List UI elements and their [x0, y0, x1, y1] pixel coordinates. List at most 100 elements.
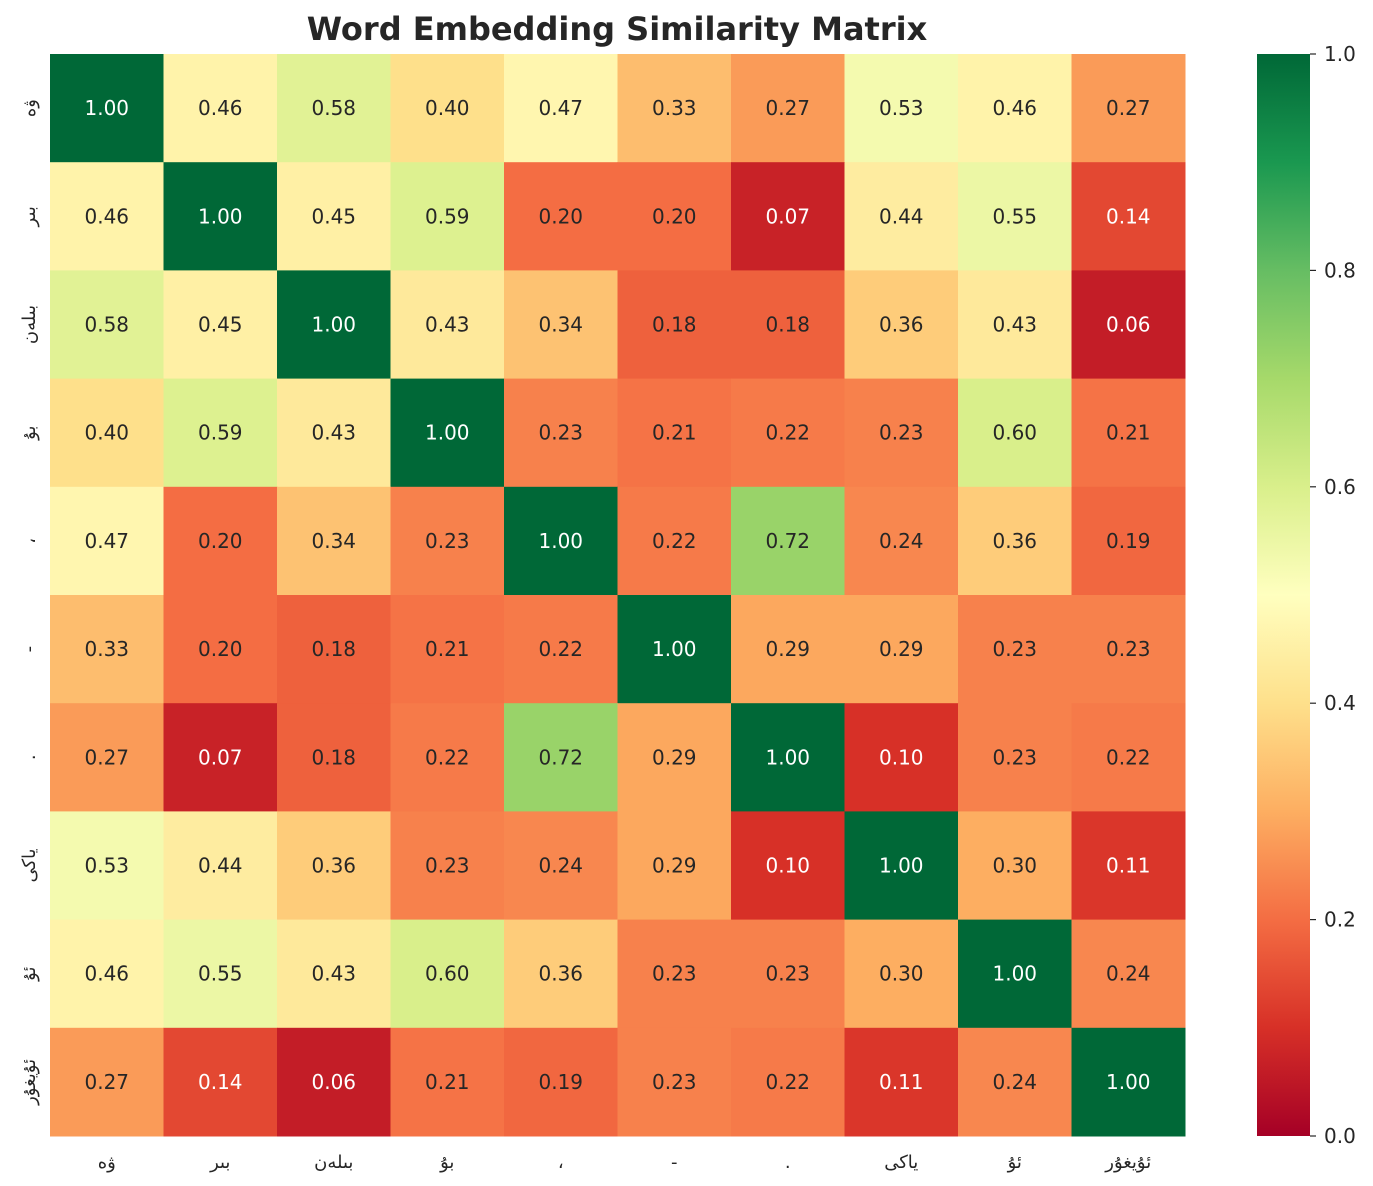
heatmap-cell-r7-c8	[958, 811, 1072, 921]
y-tick-label-8: ئۇ	[19, 967, 40, 982]
cell-value-label-r9-c9: 1.00	[1106, 1070, 1151, 1094]
heatmap-cell-r7-c0	[50, 811, 164, 921]
cell-value-label-r3-c3: 1.00	[425, 421, 470, 445]
cell-value-label-r8-c7: 0.30	[879, 962, 924, 986]
heatmap-cell-r1-c7	[844, 162, 959, 271]
cell-value-label-r9-c0: 0.27	[84, 1070, 129, 1094]
heatmap-cell-r9-c0	[50, 1027, 164, 1137]
x-tick-label-1: بىر	[209, 1152, 230, 1173]
heatmap-cell-r5-c1	[163, 595, 278, 704]
heatmap-cell-r7-c6	[731, 811, 845, 921]
heatmap-cell-r8-c7	[844, 919, 959, 1029]
cell-value-label-r4-c8: 0.36	[992, 529, 1037, 553]
cell-value-label-r9-c2: 0.06	[311, 1070, 356, 1094]
heatmap-cell-r0-c5	[617, 54, 732, 163]
cell-value-label-r1-c7: 0.44	[879, 204, 924, 228]
cell-value-label-r6-c7: 0.10	[879, 745, 924, 769]
heatmap-cell-r6-c5	[617, 703, 732, 812]
cell-value-label-r0-c1: 0.46	[198, 96, 243, 120]
heatmap-cell-r1-c6	[731, 162, 845, 271]
chart-title: Word Embedding Similarity Matrix	[307, 10, 928, 48]
heatmap-cell-r0-c3	[390, 54, 505, 163]
heatmap-cell-r0-c9	[1071, 54, 1186, 163]
heatmap-cell-r0-c7	[844, 54, 959, 163]
heatmap-cell-r2-c7	[844, 270, 959, 380]
heatmap-cell-r3-c4	[504, 378, 618, 488]
cell-value-label-r6-c4: 0.72	[538, 745, 583, 769]
cell-value-label-r0-c3: 0.40	[425, 96, 470, 120]
colorbar-tick-label-4: 0.8	[1324, 258, 1356, 282]
heatmap-cell-r1-c8	[958, 162, 1072, 271]
cell-value-label-r8-c1: 0.55	[198, 962, 243, 986]
cell-value-label-r0-c4: 0.47	[538, 96, 583, 120]
cell-value-label-r3-c6: 0.22	[765, 421, 810, 445]
cell-value-label-r6-c3: 0.22	[425, 745, 470, 769]
cell-value-label-r6-c2: 0.18	[311, 745, 356, 769]
cell-value-label-r7-c8: 0.30	[992, 854, 1037, 878]
cell-value-label-r7-c4: 0.24	[538, 854, 583, 878]
cell-value-label-r6-c1: 0.07	[198, 745, 243, 769]
heatmap-cell-r9-c2	[277, 1027, 391, 1137]
cell-value-label-r2-c7: 0.36	[879, 313, 924, 337]
cell-value-label-r7-c1: 0.44	[198, 854, 243, 878]
x-tick-label-2: بىلەن	[314, 1152, 353, 1173]
heatmap-cell-r8-c6	[731, 919, 845, 1029]
cell-value-label-r2-c4: 0.34	[538, 313, 583, 337]
cell-value-label-r7-c9: 0.11	[1106, 854, 1151, 878]
heatmap-cell-r2-c2	[277, 270, 391, 380]
cell-value-label-r2-c0: 0.58	[84, 313, 129, 337]
cell-value-label-r1-c9: 0.14	[1106, 204, 1151, 228]
heatmap-cell-r3-c3	[390, 378, 505, 488]
cell-value-label-r2-c5: 0.18	[652, 313, 697, 337]
heatmap-cell-r4-c6	[731, 486, 845, 596]
heatmap-cell-r3-c8	[958, 378, 1072, 488]
heatmap-cell-r4-c0	[50, 486, 164, 596]
heatmap-cell-r4-c8	[958, 486, 1072, 596]
y-tick-label-9: ئۇيغۇر	[19, 1059, 40, 1106]
x-axis-tick-labels: ۋە بىر بىلەن بۇ ، -. ياكى ئۇ ئۇيغۇر	[98, 1152, 1152, 1173]
heatmap-cell-r5-c0	[50, 595, 164, 704]
cell-value-label-r4-c5: 0.22	[652, 529, 697, 553]
cell-value-label-r5-c0: 0.33	[84, 637, 129, 661]
cell-value-label-r2-c9: 0.06	[1106, 313, 1151, 337]
heatmap-cell-r0-c1	[163, 54, 278, 163]
heatmap-cell-r4-c5	[617, 486, 732, 596]
cell-value-label-r3-c9: 0.21	[1106, 421, 1151, 445]
heatmap-cell-r0-c0	[50, 54, 164, 163]
x-tick-label-8: ئۇ	[1007, 1152, 1022, 1173]
cell-value-label-r3-c7: 0.23	[879, 421, 924, 445]
cell-value-label-r9-c3: 0.21	[425, 1070, 470, 1094]
heatmap-cell-r1-c1	[163, 162, 278, 271]
cell-value-label-r9-c1: 0.14	[198, 1070, 243, 1094]
cell-value-label-r9-c8: 0.24	[992, 1070, 1037, 1094]
cell-value-label-r3-c5: 0.21	[652, 421, 697, 445]
cell-value-label-r1-c8: 0.55	[992, 204, 1037, 228]
heatmap-cell-r5-c2	[277, 595, 391, 704]
cell-value-label-r6-c9: 0.22	[1106, 745, 1151, 769]
heatmap-cell-r2-c1	[163, 270, 278, 380]
y-axis-tick-labels: ۋە بىر بىلەن بۇ ، -. ياكى ئۇ ئۇيغۇر	[19, 99, 40, 1106]
cell-value-label-r5-c4: 0.22	[538, 637, 583, 661]
colorbar-gradient	[1257, 54, 1310, 1136]
cell-value-label-r2-c1: 0.45	[198, 313, 243, 337]
cell-value-label-r8-c3: 0.60	[425, 962, 470, 986]
heatmap-cell-r7-c4	[504, 811, 618, 921]
cell-value-label-r0-c7: 0.53	[879, 96, 924, 120]
cell-value-label-r5-c1: 0.20	[198, 637, 243, 661]
heatmap-cell-r6-c9	[1071, 703, 1186, 812]
heatmap-cell-r6-c0	[50, 703, 164, 812]
heatmap-cell-r1-c0	[50, 162, 164, 271]
heatmap-cell-r4-c1	[163, 486, 278, 596]
cell-value-label-r2-c3: 0.43	[425, 313, 470, 337]
heatmap-cell-r0-c2	[277, 54, 391, 163]
heatmap-cell-r7-c3	[390, 811, 505, 921]
heatmap-cell-r2-c0	[50, 270, 164, 380]
cell-value-label-r4-c6: 0.72	[765, 529, 810, 553]
x-tick-label-6: .	[785, 1152, 791, 1173]
cell-value-label-r4-c4: 1.00	[538, 529, 583, 553]
cell-value-label-r3-c8: 0.60	[992, 421, 1037, 445]
heatmap-cell-r5-c7	[844, 595, 959, 704]
heatmap-cell-r2-c3	[390, 270, 505, 380]
heatmap-cell-r2-c8	[958, 270, 1072, 380]
